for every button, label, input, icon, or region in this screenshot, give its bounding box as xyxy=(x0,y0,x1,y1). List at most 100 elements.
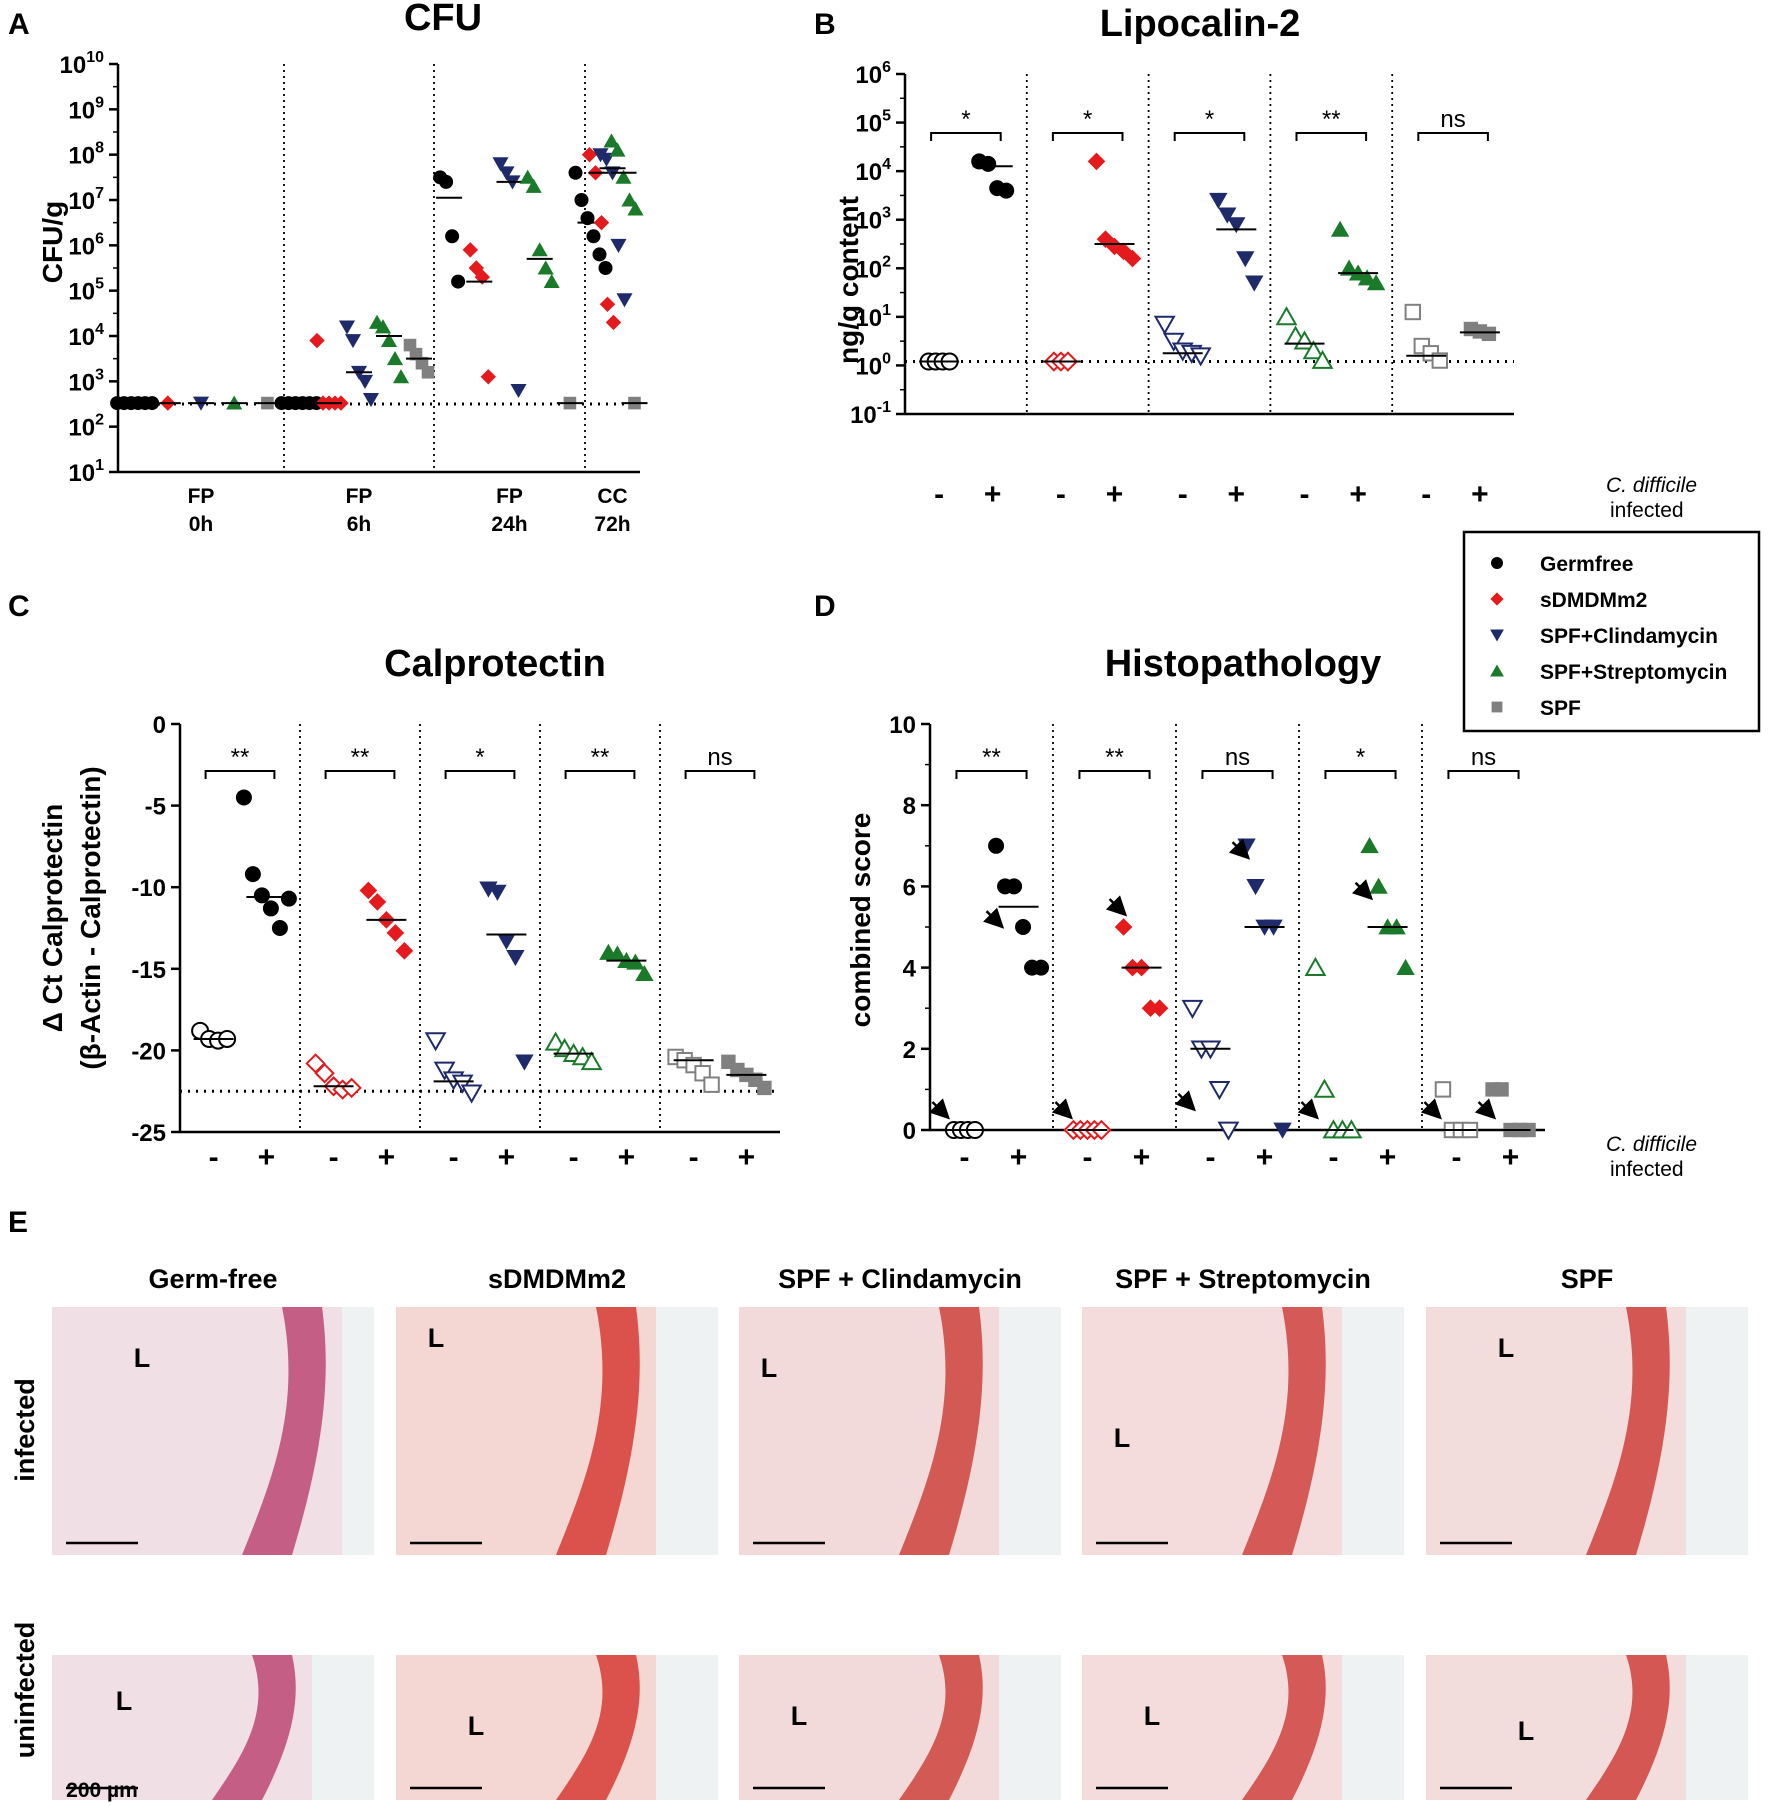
data-point xyxy=(356,374,374,389)
y-axis-label-calprotectin-1: Δ Ct Calprotectin xyxy=(37,804,68,1033)
y-tick-label: 108 xyxy=(68,140,104,170)
infected-label: + xyxy=(1133,1141,1151,1174)
uninfected-label: - xyxy=(689,1141,699,1174)
x-tick-label: 0h xyxy=(189,513,214,536)
significance-label: ns xyxy=(1440,106,1465,133)
histology-row-label: uninfected xyxy=(10,1622,40,1759)
significance-label: ** xyxy=(591,744,610,771)
y-tick-label: 101 xyxy=(68,457,104,487)
significance-bracket xyxy=(1078,770,1151,779)
data-point xyxy=(421,365,435,379)
uninfected-label: - xyxy=(449,1141,459,1174)
data-point xyxy=(439,174,454,189)
data-point xyxy=(635,964,654,982)
chart-lipocalin-2: 10-1 100 101 102 103 104 105 106 * - + * - + * - + ** - + ns… xyxy=(850,59,1514,511)
data-point xyxy=(1404,303,1422,321)
data-point xyxy=(531,242,548,257)
y-tick-label: 0 xyxy=(153,712,166,739)
data-point xyxy=(433,1061,456,1081)
significance-bracket xyxy=(564,770,636,779)
y-tick-label: -15 xyxy=(131,957,166,984)
legend-label: SPF+Streptomycin xyxy=(1540,661,1727,684)
uninfected-label: - xyxy=(934,478,944,511)
infected-note-b-line1: C. difficile xyxy=(1606,474,1697,497)
data-point xyxy=(280,890,297,907)
panel-letter-a: A xyxy=(8,8,30,41)
data-point xyxy=(988,837,1005,854)
data-point xyxy=(368,893,387,911)
y-tick-label: 104 xyxy=(68,321,104,351)
uninfected-label: - xyxy=(1056,478,1066,511)
chart-cfu: 101 102 103 104 105 106 107 108 109 1010 FP 0h FP 6h F… xyxy=(60,49,648,536)
data-point xyxy=(525,178,542,193)
pointer-arrow xyxy=(1051,1098,1073,1120)
y-tick-label: 101 xyxy=(855,302,891,332)
data-point xyxy=(568,165,583,180)
y-tick-label: 107 xyxy=(68,185,104,215)
data-point xyxy=(510,383,527,399)
y-axis-label-cfu: CFU/g xyxy=(37,201,68,283)
data-point xyxy=(451,1074,474,1094)
y-tick-label: -25 xyxy=(131,1120,166,1147)
data-point xyxy=(309,332,325,349)
data-point xyxy=(574,193,589,207)
data-point xyxy=(1208,1081,1231,1101)
significance-label: * xyxy=(961,106,970,133)
data-point xyxy=(359,881,378,900)
significance-label: ** xyxy=(231,744,250,771)
y-tick-label: 102 xyxy=(68,412,104,442)
x-tick-label: 24h xyxy=(491,513,527,536)
infected-label: + xyxy=(498,1141,516,1174)
data-point xyxy=(1209,192,1228,210)
image-blank-area xyxy=(999,1307,1061,1555)
y-tick-label: 102 xyxy=(855,253,891,283)
significance-bracket xyxy=(1173,132,1246,141)
data-point xyxy=(610,238,627,253)
data-point xyxy=(392,369,410,384)
data-point xyxy=(998,182,1015,199)
data-point xyxy=(262,900,279,917)
tissue-band xyxy=(1242,1307,1326,1555)
infected-label: + xyxy=(1379,1141,1397,1174)
data-point xyxy=(1227,217,1246,234)
data-point xyxy=(1114,918,1133,936)
chart-title-lipocalin: Lipocalin-2 xyxy=(1100,3,1301,45)
data-point xyxy=(492,157,509,172)
plot-layer: 1011021031041051061071081091010FP0hFP6hF… xyxy=(60,49,1545,1174)
x-tick-label: FP xyxy=(188,485,215,508)
data-point xyxy=(581,146,598,163)
data-point xyxy=(1490,592,1504,606)
image-blank-area xyxy=(656,1307,718,1555)
data-point xyxy=(605,314,622,331)
data-point xyxy=(462,242,478,258)
histology-column-title: Germ-free xyxy=(148,1264,277,1294)
significance-label: ** xyxy=(351,744,370,771)
histology-row-label: infected xyxy=(10,1378,40,1482)
data-point xyxy=(608,945,627,962)
lumen-label: L xyxy=(468,1711,485,1741)
tissue-band xyxy=(242,1307,326,1555)
data-point xyxy=(515,1054,534,1071)
legend-box xyxy=(1462,530,1761,733)
data-point xyxy=(615,169,632,184)
data-point xyxy=(1150,999,1169,1017)
y-tick-label: 10-1 xyxy=(850,399,891,429)
data-point xyxy=(593,214,610,231)
legend-label: sDMDMm2 xyxy=(1540,589,1647,612)
data-point xyxy=(1275,306,1298,326)
chart-title-calprotectin: Calprotectin xyxy=(384,643,606,685)
y-tick-label: -10 xyxy=(131,875,166,902)
data-point xyxy=(1087,152,1106,171)
data-point xyxy=(1311,349,1334,369)
y-tick-label: 106 xyxy=(855,59,891,89)
pointer-arrow xyxy=(1105,895,1128,917)
infected-label: + xyxy=(984,478,1002,511)
histology-image: L xyxy=(1082,1307,1404,1555)
data-point xyxy=(1313,1078,1336,1098)
data-point xyxy=(580,1051,603,1071)
data-point xyxy=(341,1077,362,1099)
image-background xyxy=(52,1307,374,1555)
significance-label: ns xyxy=(1471,744,1496,771)
histology-column-title: sDMDMm2 xyxy=(488,1264,626,1294)
significance-bracket xyxy=(1447,770,1520,779)
